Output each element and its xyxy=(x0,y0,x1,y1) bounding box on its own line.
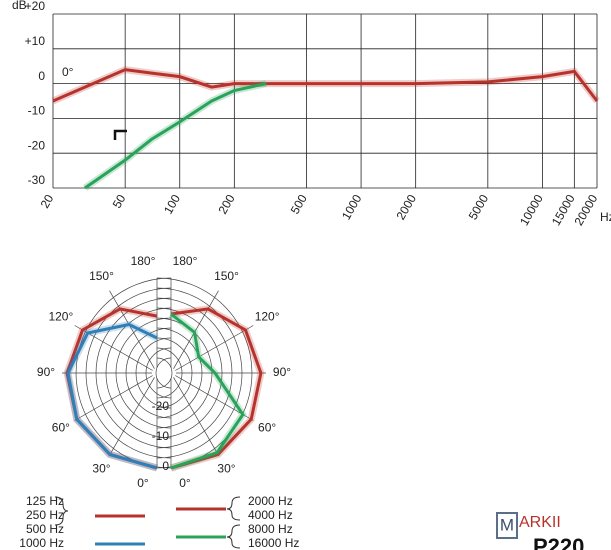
y-tick-label: +20 xyxy=(25,0,46,13)
angle-label: 120° xyxy=(48,310,73,324)
legend-label: 2000 Hz xyxy=(248,494,293,508)
radial-line xyxy=(109,290,155,369)
angle-label: 180° xyxy=(131,254,156,268)
x-tick-label: 500 xyxy=(288,192,310,217)
radial-line xyxy=(109,377,155,456)
angle-label: 150° xyxy=(214,269,239,283)
angle-label: 150° xyxy=(89,269,114,283)
radial-line xyxy=(74,375,153,421)
grid-circle-minor xyxy=(85,287,172,459)
x-tick-label: 1000 xyxy=(339,192,365,222)
legend-label: 125 Hz xyxy=(26,494,64,508)
grid-circle xyxy=(135,337,172,409)
line xyxy=(84,82,267,190)
grid-circle-minor xyxy=(155,357,172,389)
angle-label: 60° xyxy=(52,421,70,435)
brace xyxy=(226,524,241,549)
y-tick-label: -10 xyxy=(28,104,46,118)
angle-label: 30° xyxy=(92,461,110,475)
x-tick-label: 50 xyxy=(110,192,129,211)
x-tick-label: 20 xyxy=(38,192,57,211)
angle-label: 90° xyxy=(37,365,55,379)
angle-label: 30° xyxy=(217,461,235,475)
angle-label: 120° xyxy=(255,310,280,324)
logo-initial: M xyxy=(500,515,514,534)
y-tick-label: -20 xyxy=(28,138,46,152)
x-tick-label: 20000 xyxy=(572,192,601,228)
angle-label: 0° xyxy=(179,476,191,490)
x-tick-label: 200 xyxy=(216,192,238,217)
line xyxy=(52,68,599,103)
legend-label: 1000 Hz xyxy=(19,536,64,550)
radial-line xyxy=(175,325,254,371)
legend-label: 500 Hz xyxy=(26,522,64,536)
radial-label: -10 xyxy=(152,429,170,443)
brace xyxy=(54,496,69,526)
y-tick-label: +10 xyxy=(25,34,46,48)
y-tick-label: 0 xyxy=(38,69,45,83)
line-halo xyxy=(82,80,268,191)
x-tick-label: 2000 xyxy=(394,192,420,222)
angle-label: 60° xyxy=(258,421,276,435)
y-tick-label: -30 xyxy=(28,173,46,187)
logo-box xyxy=(496,512,518,539)
grid-circle-minor xyxy=(125,327,172,419)
radial-label: 0 xyxy=(162,459,169,473)
grid-circle-minor xyxy=(95,297,172,449)
grid-circle xyxy=(75,277,172,469)
polar-curve xyxy=(170,312,245,470)
legend-label: 8000 Hz xyxy=(248,522,293,536)
radial-line xyxy=(173,290,219,369)
x-axis-label: Hz xyxy=(600,210,611,224)
logo-text: ARKII xyxy=(519,514,561,531)
grid-circle-minor xyxy=(115,317,172,429)
legend-label: 16000 Hz xyxy=(248,536,299,550)
angle-label: 90° xyxy=(273,365,291,379)
brace xyxy=(226,496,241,521)
grid-circle-minor xyxy=(156,357,173,389)
annotation: 0° xyxy=(62,65,74,79)
x-tick-label: 10000 xyxy=(517,192,546,228)
legend-label: 4000 Hz xyxy=(248,508,293,522)
model: P220 xyxy=(533,534,584,550)
y-axis-label: dB xyxy=(12,0,27,12)
polar-curve xyxy=(170,307,263,470)
grid-circle-minor xyxy=(145,347,172,399)
angle-label: 180° xyxy=(173,254,198,268)
radial-label: -20 xyxy=(152,399,170,413)
x-tick-label: 5000 xyxy=(466,192,492,222)
x-tick-label: 100 xyxy=(161,192,183,217)
radial-line xyxy=(173,377,219,456)
line-halo xyxy=(51,66,600,105)
legend-label: 250 Hz xyxy=(26,508,64,522)
low-cut-symbol xyxy=(113,129,127,140)
polar-curve xyxy=(66,322,158,470)
angle-label: 0° xyxy=(137,476,149,490)
